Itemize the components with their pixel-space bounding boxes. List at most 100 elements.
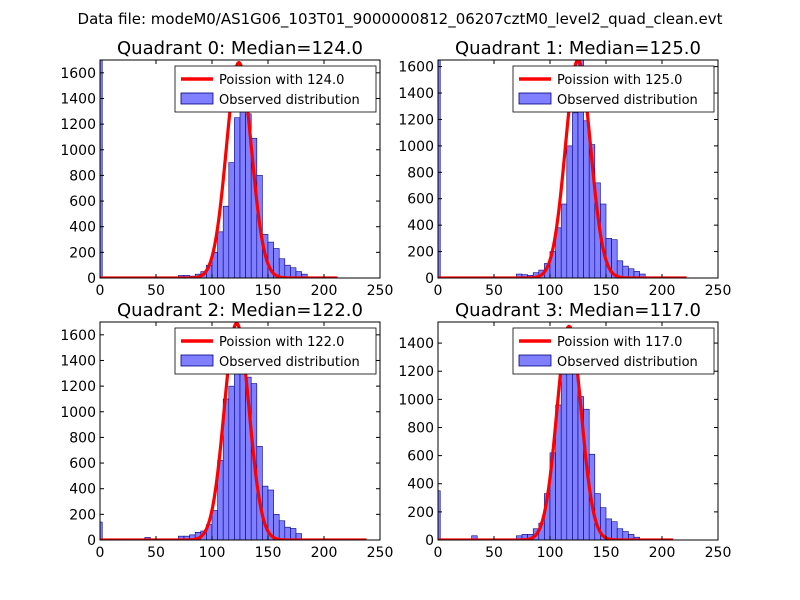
- y-tick-label: 800: [69, 168, 96, 184]
- y-tick-label: 200: [407, 245, 434, 261]
- poisson-curve: [100, 60, 338, 278]
- legend-label-poisson: Poission with 122.0: [219, 335, 344, 350]
- histogram-bar: [560, 373, 568, 540]
- y-tick-label: 600: [407, 192, 434, 208]
- quadrant-3-axes-frame: [437, 321, 719, 541]
- histogram-bar: [234, 117, 241, 278]
- histogram-bar: [572, 112, 579, 278]
- histogram-bar: [639, 273, 646, 278]
- histogram-bar: [295, 533, 302, 540]
- y-tick-label: 600: [69, 456, 96, 472]
- histogram-bar: [100, 60, 103, 278]
- quadrant-3-title: Quadrant 3: Median=117.0: [455, 300, 701, 321]
- quadrant-1-panel: Quadrant 1: Median=125.0 0 50 100 150 200 250 0…: [398, 38, 731, 299]
- y-tick-label: 800: [69, 430, 96, 446]
- x-tick-label: 0: [96, 283, 105, 299]
- x-tick-label: 200: [649, 545, 676, 561]
- histogram-bar: [278, 520, 286, 540]
- y-tick-label: 1600: [60, 328, 96, 344]
- y-tick-label: 0: [87, 271, 96, 287]
- histogram-bar: [278, 258, 286, 278]
- x-tick-label: 250: [705, 545, 732, 561]
- x-tick-label: 0: [434, 283, 443, 299]
- x-tick-label: 100: [537, 283, 564, 299]
- y-tick-label: 400: [407, 218, 434, 234]
- quadrant-1-legend: Poission with 125.0 Observed distribution: [512, 65, 715, 113]
- x-tick-label: 250: [367, 283, 394, 299]
- legend-bar-swatch: [518, 92, 552, 105]
- y-tick-label: 1000: [398, 392, 434, 408]
- y-tick-label: 200: [69, 245, 96, 261]
- quadrant-3-plot-area: [438, 324, 674, 540]
- histogram-bar: [438, 490, 441, 540]
- x-tick-label: 200: [649, 283, 676, 299]
- legend-bar-swatch: [518, 354, 552, 367]
- quadrant-1-plot-area: [438, 60, 688, 278]
- y-tick-label: 1600: [60, 66, 96, 82]
- x-tick-label: 50: [485, 283, 503, 299]
- quadrant-3-legend: Poission with 117.0 Observed distribution: [512, 327, 715, 375]
- x-tick-label: 0: [434, 545, 443, 561]
- y-tick-label: 800: [407, 420, 434, 436]
- histogram-bar: [560, 203, 568, 278]
- histogram-bar: [217, 231, 224, 278]
- y-tick-label: 1400: [398, 86, 434, 102]
- histogram-bar: [438, 60, 441, 278]
- x-tick-label: 50: [485, 545, 503, 561]
- histogram-bar: [100, 521, 103, 540]
- quadrant-1-title: Quadrant 1: Median=125.0: [455, 38, 701, 59]
- legend-label-poisson: Poission with 125.0: [557, 73, 682, 88]
- x-tick-label: 100: [537, 545, 564, 561]
- histogram-bar: [301, 273, 308, 278]
- y-tick-label: 1200: [398, 364, 434, 380]
- quadrant-2-panel: Quadrant 2: Median=122.0 0 50 100 150 200 250 0…: [60, 300, 393, 561]
- y-tick-label: 800: [407, 165, 434, 181]
- x-tick-label: 100: [199, 545, 226, 561]
- legend-label-poisson: Poission with 117.0: [557, 335, 682, 350]
- poisson-curve: [438, 60, 688, 278]
- y-tick-label: 1400: [60, 353, 96, 369]
- y-tick-label: 400: [407, 477, 434, 493]
- histogram-bar: [284, 264, 291, 278]
- y-tick-label: 200: [69, 507, 96, 523]
- y-tick-label: 1200: [60, 379, 96, 395]
- histogram-bar: [228, 385, 235, 540]
- y-tick-label: 600: [69, 194, 96, 210]
- quadrant-3-panel: Quadrant 3: Median=117.0 0 50 100 150 200 250 0…: [398, 300, 731, 561]
- histogram-bar: [566, 145, 573, 278]
- x-tick-label: 150: [255, 545, 282, 561]
- quadrant-0-panel: Quadrant 0: Median=124.0 0 50 100 150 200 250 0…: [60, 38, 393, 299]
- legend-label-observed: Observed distribution: [557, 93, 698, 108]
- y-tick-label: 1000: [60, 405, 96, 421]
- legend-label-observed: Observed distribution: [219, 355, 360, 370]
- y-tick-label: 1000: [60, 143, 96, 159]
- legend-bar-swatch: [180, 354, 214, 367]
- x-tick-label: 150: [255, 283, 282, 299]
- histogram-bar: [284, 526, 291, 540]
- y-tick-label: 0: [425, 533, 434, 549]
- y-tick-label: 0: [87, 533, 96, 549]
- x-tick-label: 0: [96, 545, 105, 561]
- y-tick-label: 1400: [60, 91, 96, 107]
- x-tick-label: 250: [367, 545, 394, 561]
- quadrant-0-legend: Poission with 124.0 Observed distribution: [174, 65, 377, 113]
- quadrant-2-axes-frame: [99, 321, 381, 541]
- y-tick-label: 400: [69, 220, 96, 236]
- y-tick-label: 1000: [398, 139, 434, 155]
- poisson-curve: [438, 324, 674, 540]
- x-tick-label: 100: [199, 283, 226, 299]
- y-tick-label: 1400: [398, 336, 434, 352]
- histogram-bar: [222, 205, 230, 278]
- x-tick-label: 200: [311, 283, 338, 299]
- figure-title: Data file: modeM0/AS1G06_103T01_90000008…: [78, 10, 723, 29]
- y-tick-label: 400: [69, 482, 96, 498]
- y-tick-label: 600: [407, 449, 434, 465]
- y-tick-label: 200: [407, 505, 434, 521]
- x-tick-label: 200: [311, 545, 338, 561]
- quadrant-0-title: Quadrant 0: Median=124.0: [117, 38, 363, 59]
- y-tick-label: 0: [425, 271, 434, 287]
- x-tick-label: 50: [147, 283, 165, 299]
- x-tick-label: 250: [705, 283, 732, 299]
- x-tick-label: 150: [593, 545, 620, 561]
- histogram-bar: [228, 162, 235, 278]
